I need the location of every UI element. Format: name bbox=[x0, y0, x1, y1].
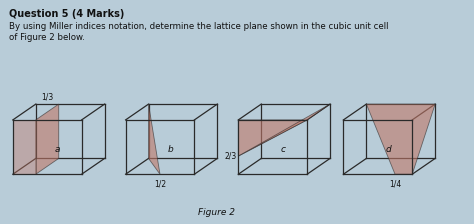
Text: of Figure 2 below.: of Figure 2 below. bbox=[9, 33, 85, 42]
Polygon shape bbox=[366, 104, 435, 174]
Text: 1/3: 1/3 bbox=[41, 92, 54, 101]
Text: Question 5 (4 Marks): Question 5 (4 Marks) bbox=[9, 9, 124, 19]
Polygon shape bbox=[148, 104, 160, 174]
Text: 1/4: 1/4 bbox=[389, 179, 401, 188]
Text: b: b bbox=[167, 145, 173, 154]
Text: d: d bbox=[385, 145, 391, 154]
Polygon shape bbox=[238, 104, 330, 156]
Text: c: c bbox=[281, 145, 285, 154]
Polygon shape bbox=[238, 120, 307, 156]
Text: 1/2: 1/2 bbox=[154, 179, 166, 188]
Text: a: a bbox=[55, 145, 60, 154]
Text: By using Miller indices notation, determine the lattice plane shown in the cubic: By using Miller indices notation, determ… bbox=[9, 22, 389, 31]
Polygon shape bbox=[36, 104, 59, 174]
Text: 2/3: 2/3 bbox=[224, 152, 237, 161]
Polygon shape bbox=[13, 120, 36, 174]
Text: Figure 2: Figure 2 bbox=[198, 208, 235, 217]
